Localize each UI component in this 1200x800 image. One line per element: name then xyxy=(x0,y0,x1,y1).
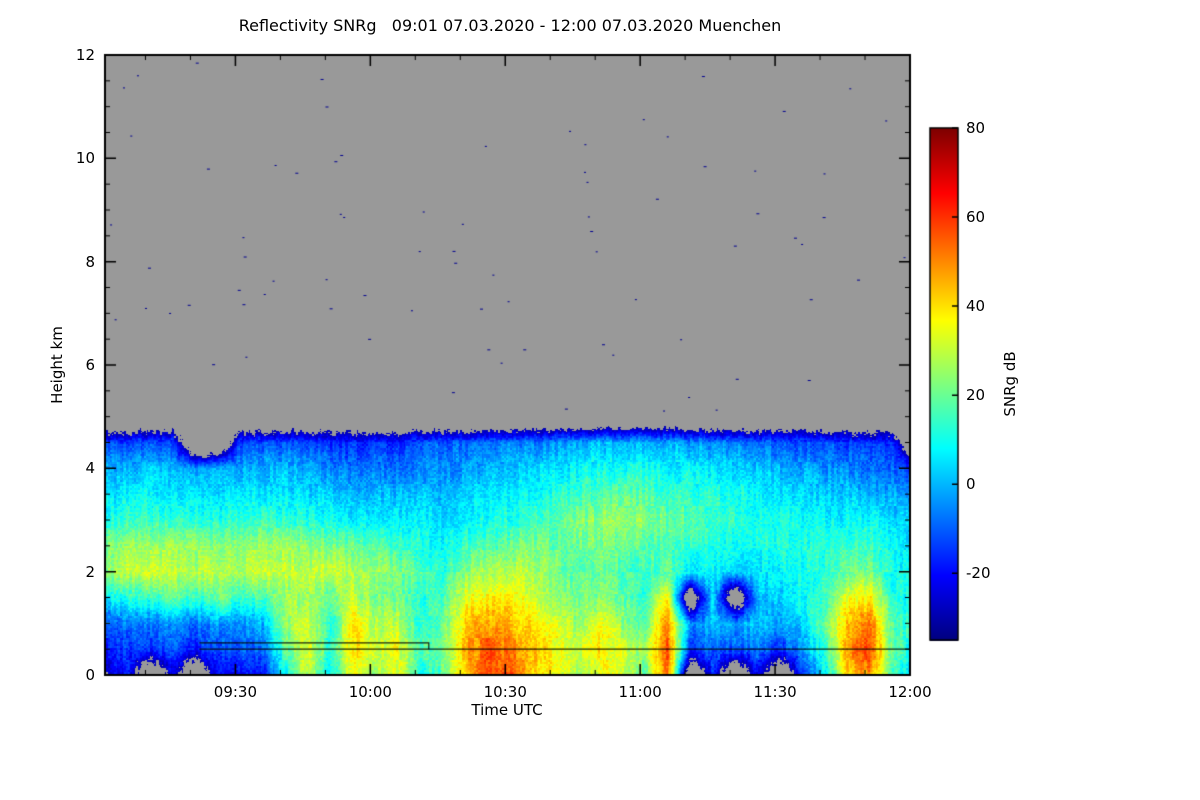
colorbar-tick-label: 40 xyxy=(966,297,986,316)
colorbar-tick-label: 60 xyxy=(966,208,986,227)
x-tick-label: 09:30 xyxy=(213,683,258,701)
x-tick-label: 12:00 xyxy=(888,683,932,701)
y-tick-label: 0 xyxy=(85,666,95,684)
y-tick-label: 10 xyxy=(75,149,95,168)
y-tick-label: 12 xyxy=(75,46,95,64)
colorbar-tick-label: 0 xyxy=(966,475,976,494)
y-tick-label: 6 xyxy=(85,356,95,374)
y-tick-label: 8 xyxy=(85,252,95,271)
x-axis-label: Time UTC xyxy=(471,701,543,719)
chart-title: Reflectivity SNRg 09:01 07.03.2020 - 12:… xyxy=(238,16,782,35)
colorbar-tick-label: 20 xyxy=(966,386,986,405)
x-tick-label: 11:00 xyxy=(618,683,662,701)
x-tick-label: 11:30 xyxy=(753,683,797,701)
x-tick-label: 10:00 xyxy=(348,683,392,701)
colorbar-tick-label: 80 xyxy=(966,119,986,137)
colorbar-label: SNRg dB xyxy=(1001,351,1019,417)
x-tick-label: 10:30 xyxy=(483,683,527,701)
colorbar-tick-label: -20 xyxy=(966,564,991,583)
y-tick-label: 4 xyxy=(85,459,95,478)
y-tick-label: 2 xyxy=(85,562,95,581)
